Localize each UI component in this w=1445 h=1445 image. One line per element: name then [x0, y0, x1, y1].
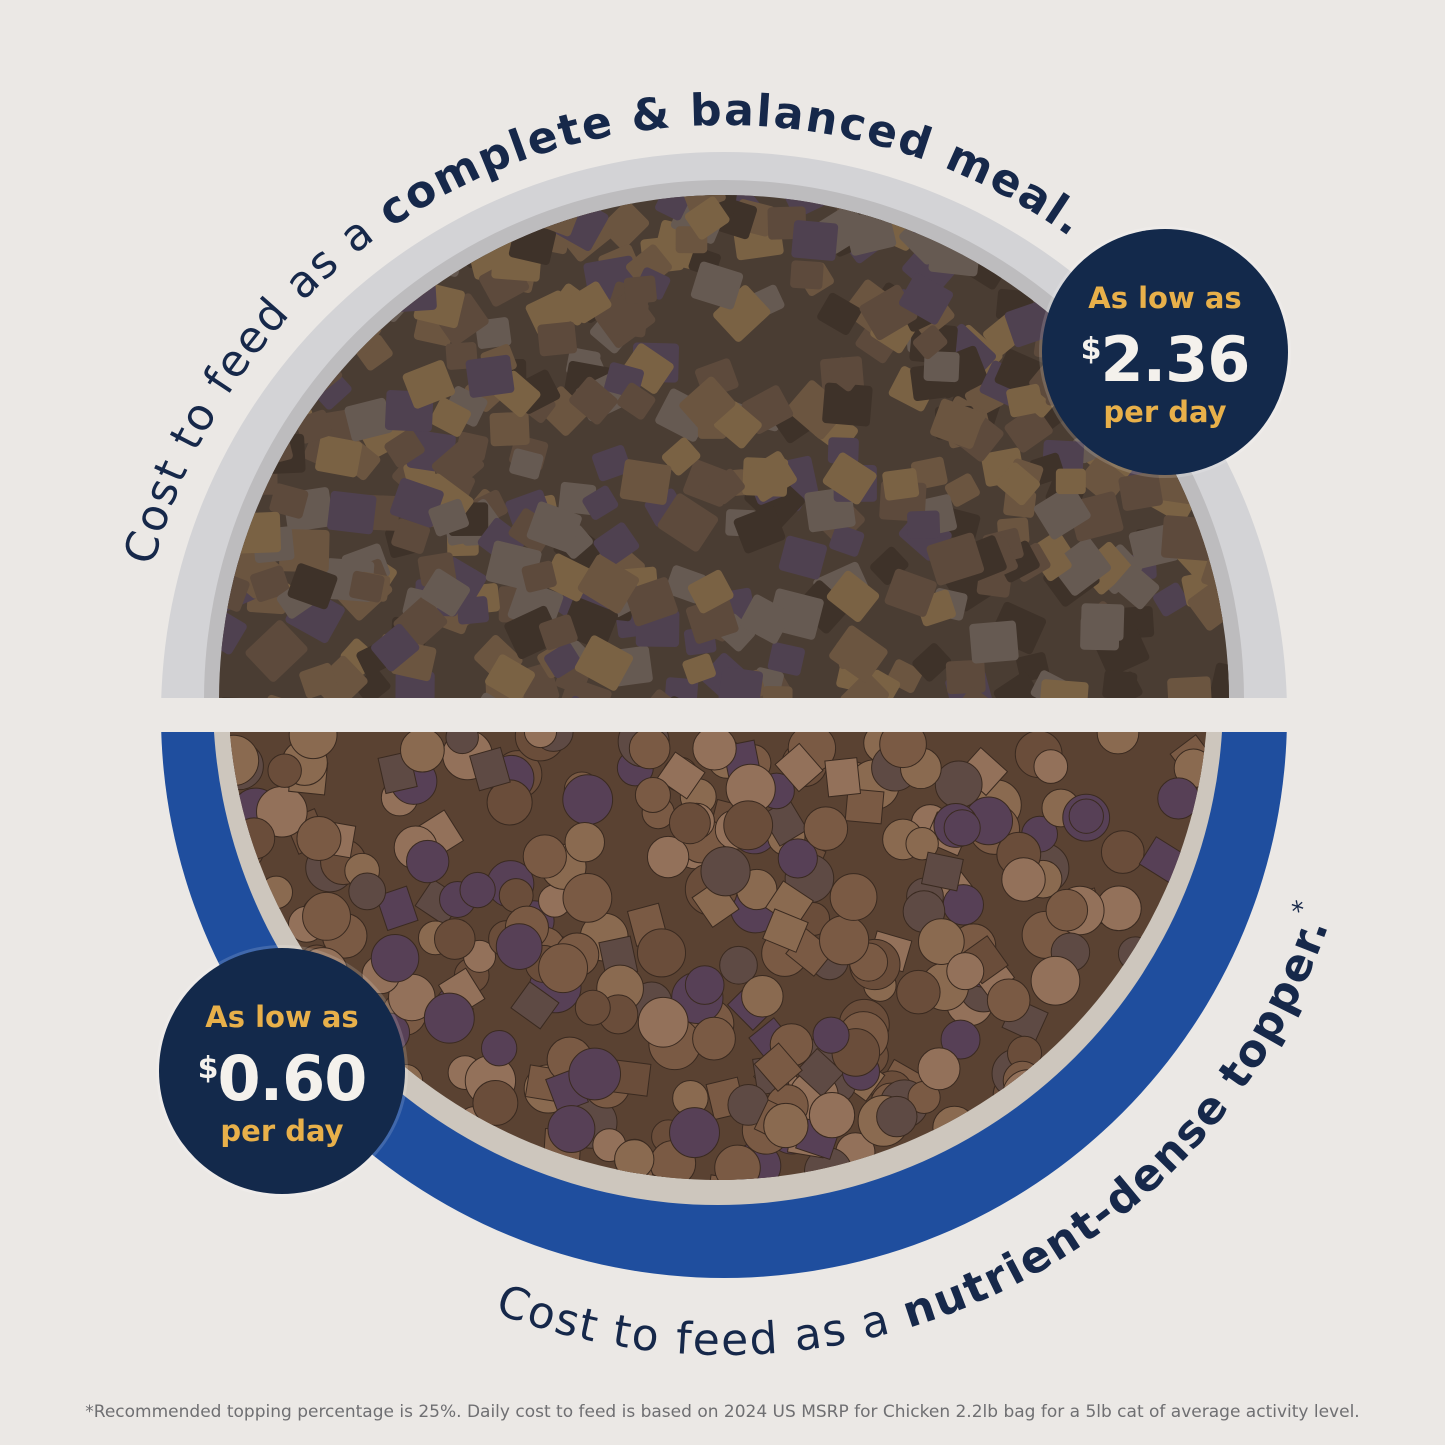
topper-price-badge: As low as $0.60 per day	[159, 948, 405, 1194]
badge-tail: per day	[220, 1114, 344, 1148]
meal-price-badge: As low as $2.36 per day	[1042, 229, 1288, 475]
badge-price: $2.36	[1080, 323, 1251, 396]
badge-tail: per day	[1103, 395, 1227, 429]
meal-bowl	[161, 152, 1287, 698]
badge-lead: As low as	[1088, 281, 1242, 315]
badge-lead: As low as	[205, 1000, 359, 1034]
topper-bowl	[161, 732, 1287, 1278]
footnote: *Recommended topping percentage is 25%. …	[85, 1402, 1360, 1422]
badge-price: $0.60	[197, 1042, 368, 1115]
